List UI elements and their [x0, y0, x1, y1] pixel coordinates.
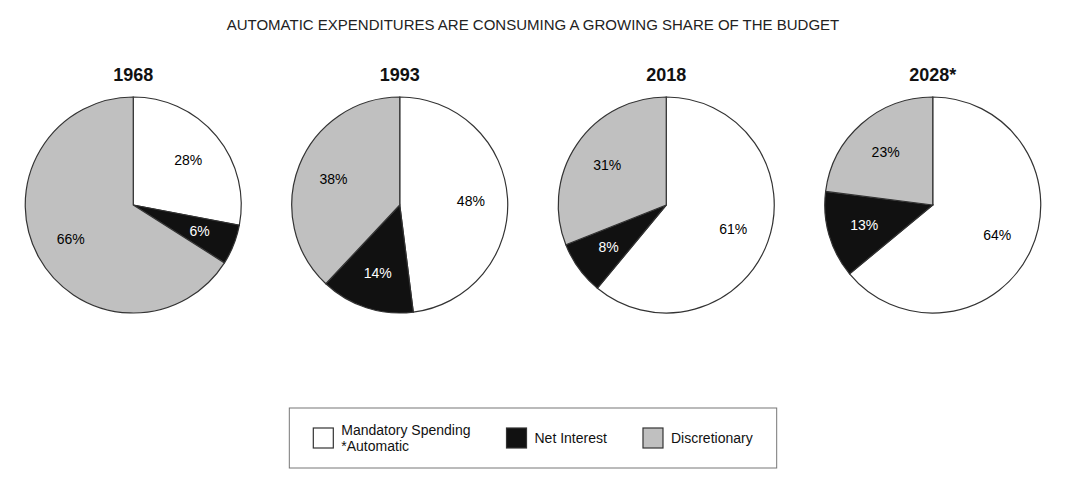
- data-label: 13%: [850, 217, 878, 233]
- legend-item: Mandatory Spending*Automatic: [313, 422, 470, 454]
- data-label: 66%: [57, 231, 85, 247]
- data-label: 8%: [598, 239, 618, 255]
- data-label: 64%: [983, 227, 1011, 243]
- legend: Mandatory Spending*Automatic Net Interest…: [289, 408, 776, 468]
- data-label: 38%: [319, 171, 347, 187]
- pie: 1993 48% 14% 38%: [292, 65, 508, 313]
- pie-title: 2028*: [909, 65, 956, 85]
- pie-slice: [25, 97, 224, 313]
- data-label: 48%: [457, 193, 485, 209]
- pie-title: 2018: [646, 65, 686, 85]
- data-label: 6%: [189, 223, 209, 239]
- legend-label: Discretionary: [671, 430, 753, 446]
- legend-label: Mandatory Spending*Automatic: [341, 422, 470, 454]
- legend-swatch: [643, 428, 663, 448]
- pie: 2018 61% 8% 31%: [558, 65, 774, 313]
- pie: 2028* 64% 13% 23%: [825, 65, 1041, 313]
- pie-slice: [400, 97, 508, 312]
- title: AUTOMATIC EXPENDITURES ARE CONSUMING A G…: [227, 16, 840, 33]
- data-label: 61%: [719, 221, 747, 237]
- pie-slice: [825, 191, 933, 273]
- pie: 1968 28% 6% 66%: [25, 65, 241, 313]
- legend-swatch: [313, 428, 333, 448]
- pie-title: 1968: [113, 65, 153, 85]
- pie-slice: [826, 97, 933, 205]
- legend-label: Net Interest: [535, 430, 607, 446]
- data-label: 31%: [593, 157, 621, 173]
- pie-slice: [558, 97, 666, 245]
- legend-swatch: [507, 428, 527, 448]
- background: [0, 0, 1066, 480]
- legend-item: Net Interest: [507, 428, 607, 448]
- pie-slice: [133, 97, 241, 225]
- legend-box: [289, 408, 776, 468]
- data-label: 14%: [364, 265, 392, 281]
- pie-slice: [292, 97, 400, 284]
- data-label: 28%: [174, 152, 202, 168]
- legend-item: Discretionary: [643, 428, 753, 448]
- pie-title: 1993: [380, 65, 420, 85]
- chart: AUTOMATIC EXPENDITURES ARE CONSUMING A G…: [0, 0, 1066, 480]
- data-label: 23%: [872, 144, 900, 160]
